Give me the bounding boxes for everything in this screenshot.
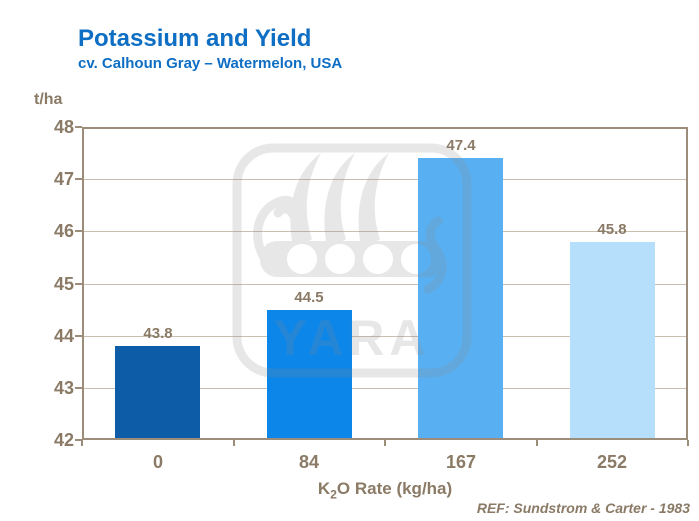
y-tick-label-44: 44 <box>53 326 74 346</box>
bar-84 <box>267 310 352 438</box>
y-tick-42 <box>75 439 82 441</box>
y-tick-label-42: 42 <box>53 430 74 450</box>
gridline-44 <box>84 336 686 337</box>
x-tick-1 <box>233 440 235 446</box>
y-tick-label-48: 48 <box>53 117 74 137</box>
x-axis-title-sub: 2 <box>330 487 337 502</box>
y-tick-label-43: 43 <box>53 378 74 398</box>
bar-value-label-0: 43.8 <box>143 325 173 342</box>
y-axis-unit-label: t/ha <box>34 91 63 108</box>
y-tick-43 <box>75 387 82 389</box>
gridline-45 <box>84 284 686 285</box>
plot-area <box>82 127 688 440</box>
bar-value-label-252: 45.8 <box>597 221 627 238</box>
bar-value-label-167: 47.4 <box>446 137 476 154</box>
x-tick-3 <box>536 440 538 446</box>
x-tick-2 <box>384 440 386 446</box>
y-tick-label-47: 47 <box>53 169 74 189</box>
x-category-label-167: 167 <box>445 452 477 472</box>
gridline-43 <box>84 388 686 389</box>
page-subtitle: cv. Calhoun Gray – Watermelon, USA <box>78 55 343 72</box>
y-tick-46 <box>75 230 82 232</box>
x-category-label-252: 252 <box>596 452 628 472</box>
bar-252 <box>570 242 655 438</box>
y-tick-label-45: 45 <box>53 274 74 294</box>
bar-167 <box>418 158 503 438</box>
x-axis-title-pre: K <box>317 479 331 498</box>
x-axis-title-post: O Rate (kg/ha) <box>336 479 453 498</box>
gridline-47 <box>84 179 686 180</box>
y-tick-48 <box>75 126 82 128</box>
x-category-label-84: 84 <box>298 452 320 472</box>
x-category-label-0: 0 <box>152 452 163 472</box>
y-tick-47 <box>75 178 82 180</box>
y-tick-label-46: 46 <box>53 221 74 241</box>
bar-value-label-84: 44.5 <box>294 289 324 306</box>
y-tick-45 <box>75 283 82 285</box>
x-tick-4 <box>687 440 689 446</box>
x-tick-0 <box>81 440 83 446</box>
page-title: Potassium and Yield <box>78 25 312 52</box>
reference-text: REF: Sundstrom & Carter - 1983 <box>476 500 690 516</box>
y-tick-44 <box>75 335 82 337</box>
gridline-46 <box>84 231 686 232</box>
bar-0 <box>115 346 200 438</box>
x-axis-title: K2O Rate (kg/ha) <box>82 479 688 501</box>
